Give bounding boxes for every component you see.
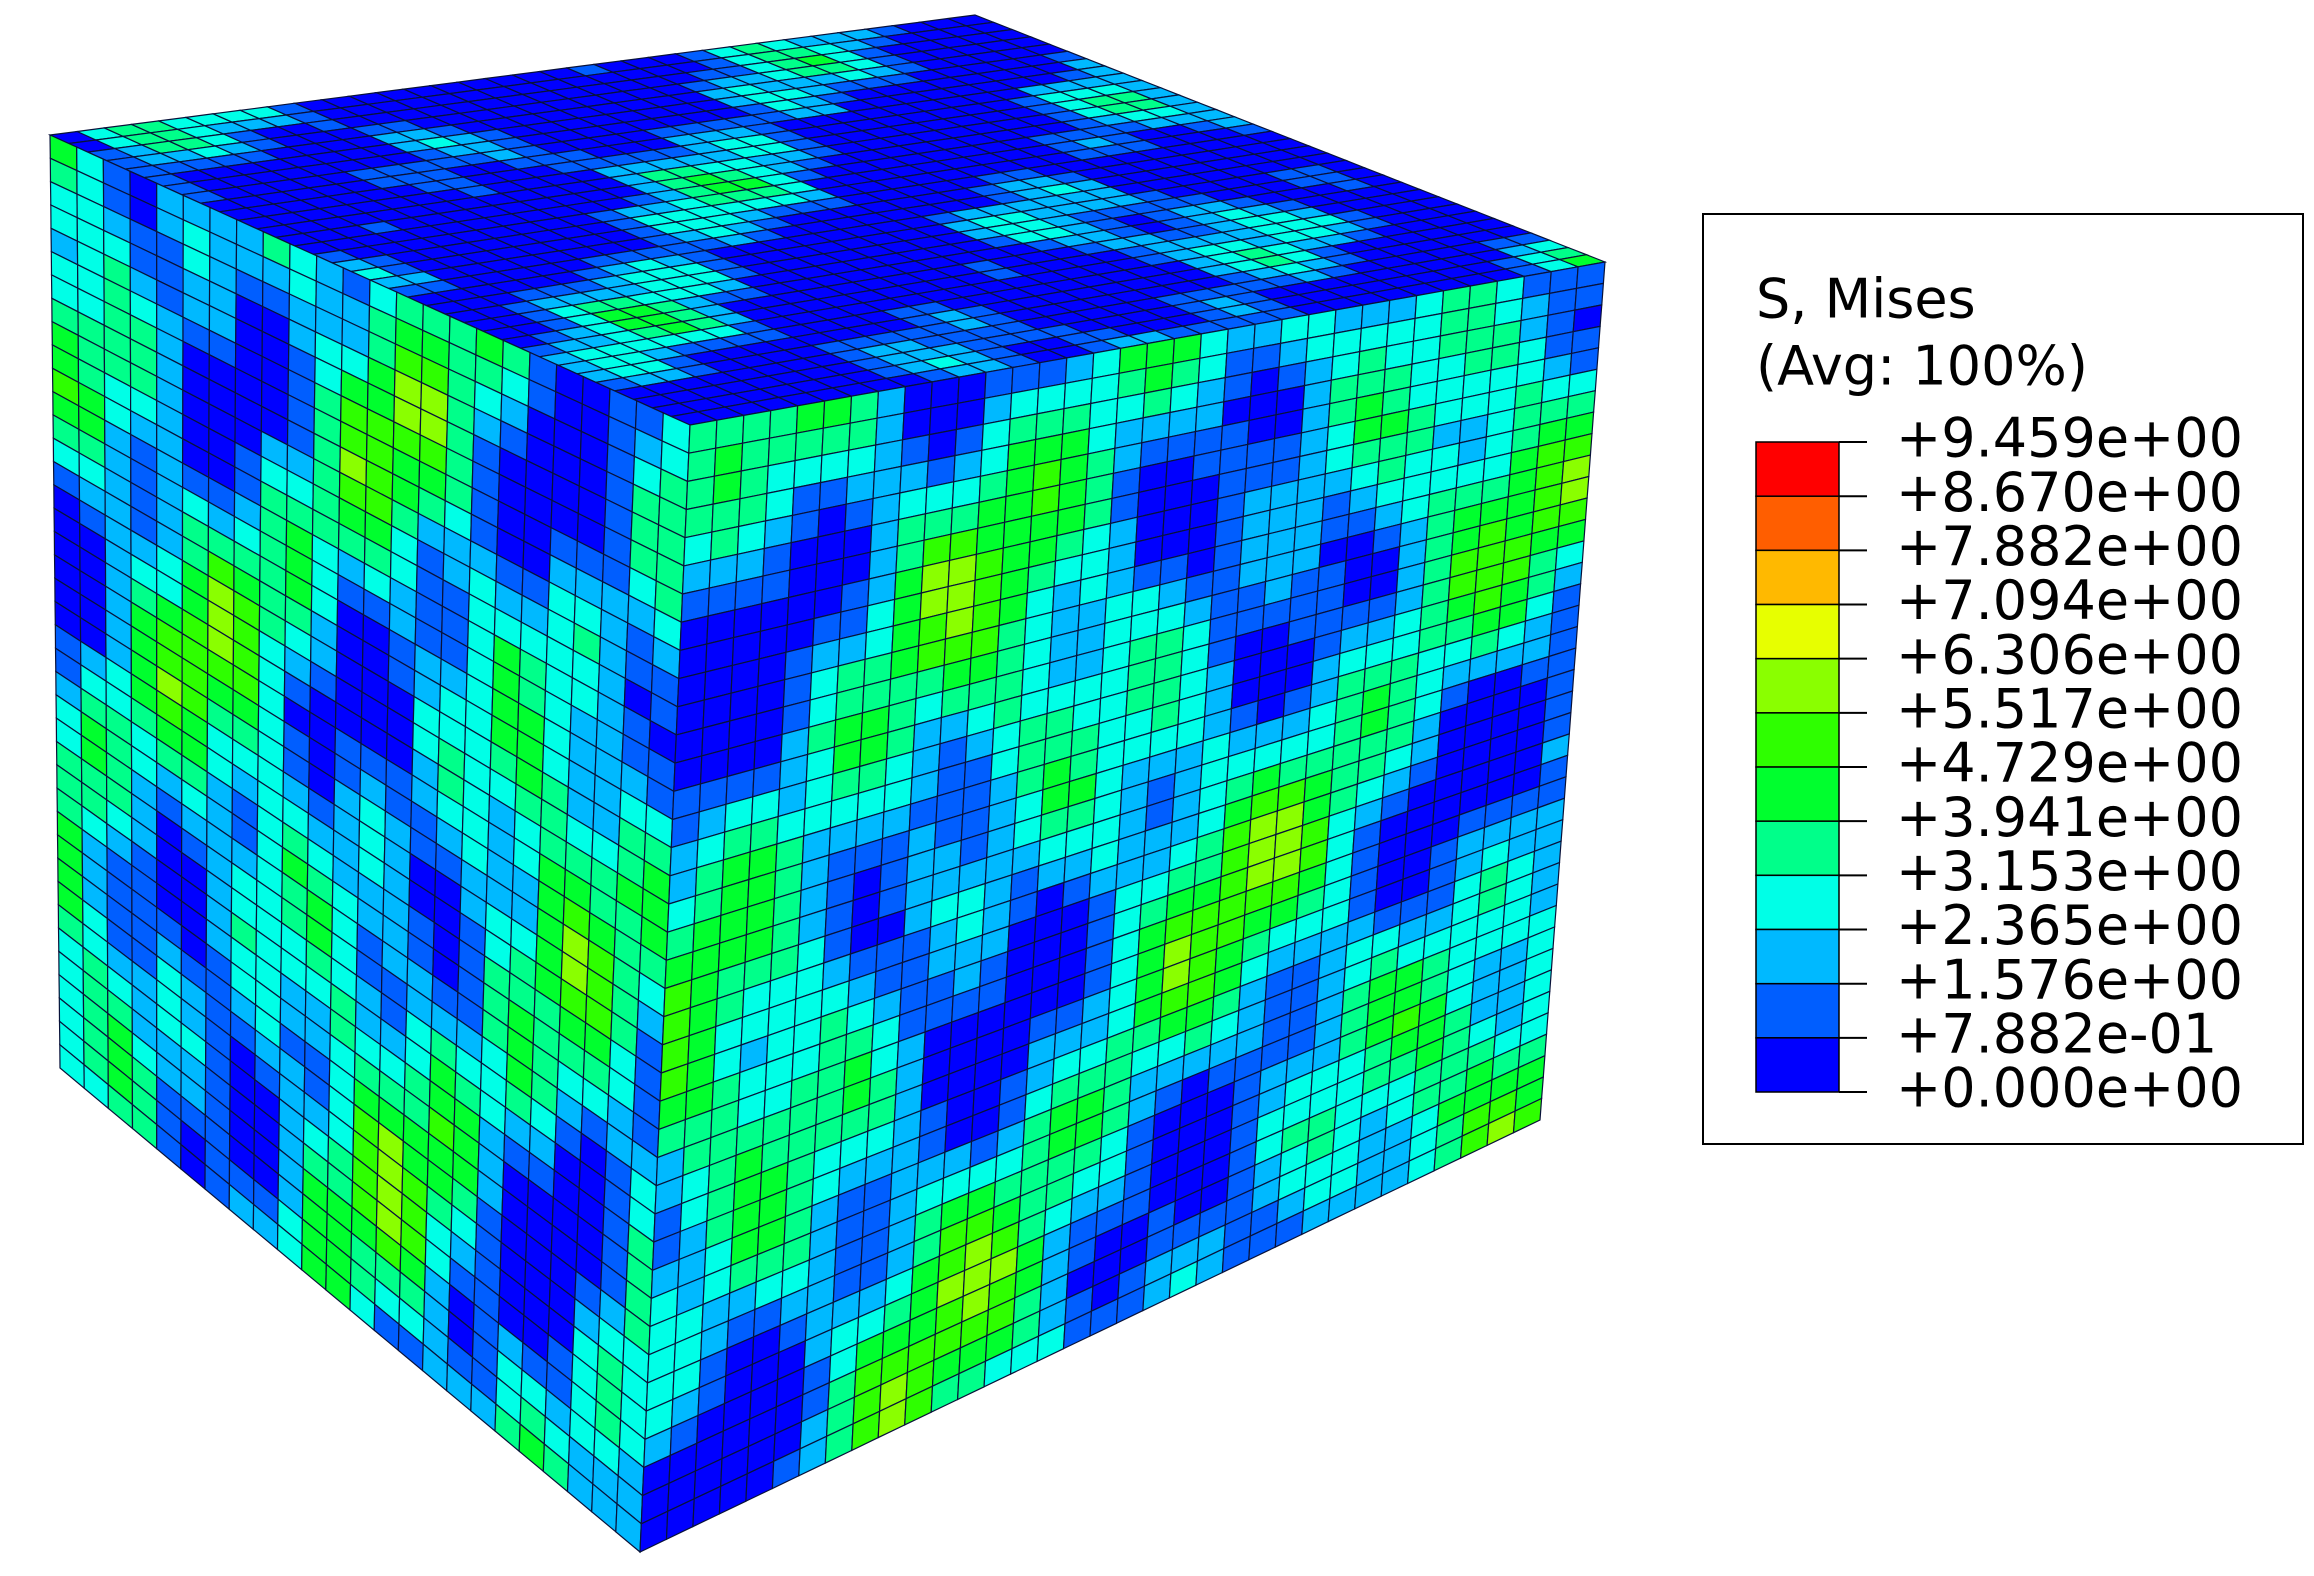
legend-tick-label: +7.882e+00 [1896, 515, 2243, 578]
legend-tick-label: +9.459e+00 [1896, 407, 2243, 470]
legend: S, Mises (Avg: 100%) +9.459e+00+8.670e+0… [1702, 213, 2304, 1145]
legend-tick-label: +5.517e+00 [1896, 678, 2243, 741]
legend-color-band [1755, 982, 1840, 1039]
legend-tick-label: +0.000e+00 [1896, 1057, 2243, 1120]
legend-tick-label: +3.941e+00 [1896, 786, 2243, 849]
mesh-element [1512, 1097, 1543, 1134]
legend-tick-label: +7.094e+00 [1896, 569, 2243, 632]
legend-color-band [1755, 928, 1840, 985]
legend-color-band [1755, 549, 1840, 606]
legend-tick-label: +1.576e+00 [1896, 948, 2243, 1011]
legend-tick-label: +2.365e+00 [1896, 894, 2243, 957]
legend-title: S, Mises [1756, 268, 1976, 331]
legend-color-band [1755, 766, 1840, 822]
legend-tick-label: +7.882e-01 [1896, 1002, 2217, 1065]
legend-subtitle: (Avg: 100%) [1756, 335, 2088, 398]
legend-tick-label: +4.729e+00 [1896, 732, 2243, 795]
legend-color-band [1755, 874, 1840, 931]
legend-color-band [1755, 1037, 1840, 1093]
mesh-model [47, 14, 1608, 1554]
legend-color-band [1755, 712, 1840, 768]
legend-color-band [1755, 657, 1840, 714]
legend-color-band [1755, 820, 1840, 877]
legend-color-band [1755, 441, 1840, 497]
legend-color-band [1755, 495, 1840, 552]
legend-color-band [1755, 603, 1840, 660]
legend-tick-label: +3.153e+00 [1896, 840, 2243, 903]
legend-tick-label: +6.306e+00 [1896, 623, 2243, 686]
legend-tick-label: +8.670e+00 [1896, 461, 2243, 524]
